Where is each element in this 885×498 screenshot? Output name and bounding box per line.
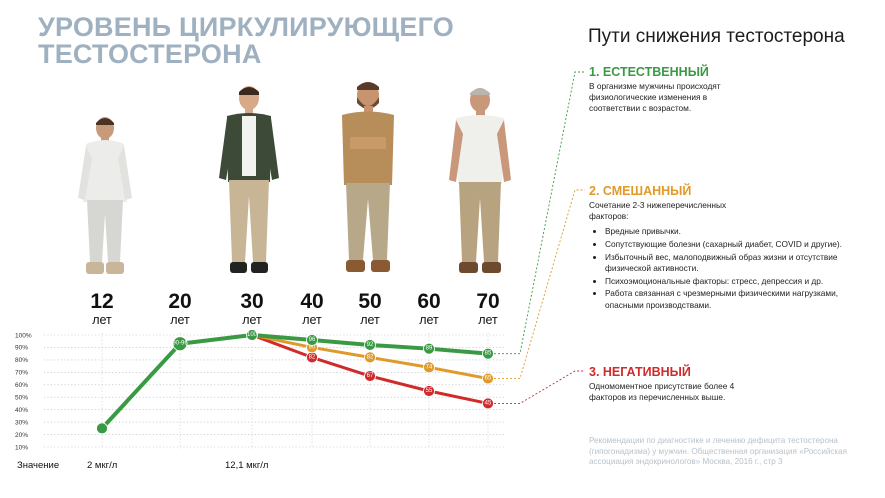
data-label: 90	[309, 344, 316, 350]
age-label-70: 70 лет	[458, 290, 518, 328]
y-tick-label: 20%	[15, 432, 28, 439]
value-age-30: 12,1 мкг/л	[225, 460, 269, 471]
age-number: 40	[300, 290, 324, 313]
age-unit: лет	[92, 313, 112, 327]
y-tick-label: 80%	[15, 357, 28, 364]
y-tick-label: 70%	[15, 370, 28, 377]
age-unit: лет	[478, 313, 498, 327]
data-point	[423, 342, 435, 355]
value-age-12: 2 мкг/л	[87, 460, 118, 471]
path-mixed-text: Сочетание 2-3 нижеперечисленных факторов…	[589, 200, 727, 222]
age-unit: лет	[170, 313, 190, 327]
y-tick-label: 40%	[15, 407, 28, 414]
age-label-40: 40 лет	[282, 290, 342, 328]
age-unit: лет	[242, 313, 262, 327]
y-tick-label: 30%	[15, 419, 28, 426]
source-note: Рекомендации по диагностике и лечению де…	[589, 436, 848, 467]
data-point	[482, 347, 494, 360]
data-point	[364, 370, 376, 382]
data-point	[364, 351, 376, 364]
age-label-20: 20 лет	[150, 290, 210, 328]
data-label: 65	[485, 376, 492, 382]
data-point	[306, 334, 318, 346]
data-label: 74	[426, 364, 433, 370]
data-label: 82	[367, 354, 374, 360]
data-point	[423, 385, 435, 397]
connector-line-3	[494, 370, 585, 404]
path-natural-text: В организме мужчины происходят физиологи…	[589, 81, 721, 114]
data-point	[482, 372, 494, 385]
factor-item: Работа связанная с чрезмерными физически…	[605, 288, 874, 310]
age-number: 60	[417, 290, 441, 313]
y-tick-label: 10%	[15, 444, 28, 451]
age-number: 50	[358, 290, 382, 313]
y-tick-label: 100%	[15, 332, 32, 339]
factor-item: Избыточный вес, малоподвижный образ жизн…	[605, 252, 874, 274]
age-number: 12	[90, 290, 114, 313]
data-point	[96, 422, 108, 435]
man-age-20-illustration	[219, 86, 279, 273]
age-label-60: 60 лет	[399, 290, 459, 328]
y-tick-label: 90%	[15, 345, 28, 352]
data-label: 89	[426, 346, 433, 352]
factor-item: Вредные привычки.	[605, 226, 874, 237]
age-number: 70	[476, 290, 500, 313]
paths-heading: Пути снижения тестостерона	[588, 26, 845, 47]
y-tick-label: 60%	[15, 382, 28, 389]
path-natural-label: 1. ЕСТЕСТВЕННЫЙ	[589, 65, 709, 79]
data-label: 85	[485, 351, 492, 357]
man-age-70-illustration	[449, 88, 511, 273]
age-label-30: 30 лет	[222, 290, 282, 328]
age-number: 30	[240, 290, 264, 313]
connector-line-1	[494, 71, 585, 355]
age-unit: лет	[360, 313, 380, 327]
data-point	[172, 336, 188, 352]
data-label: 90-96	[172, 341, 188, 347]
factor-item: Сопутствующие болезни (сахарный диабет, …	[605, 239, 874, 250]
data-point	[482, 397, 494, 410]
data-label: 92	[367, 342, 374, 348]
connector-line-2	[494, 189, 585, 380]
page-title: УРОВЕНЬ ЦИРКУЛИРУЮЩЕГО ТЕСТОСТЕРОНА	[38, 14, 454, 68]
path-negative-text: Одномоментное присутствие более 4 фактор…	[589, 381, 735, 403]
title-line-1: УРОВЕНЬ ЦИРКУЛИРУЮЩЕГО	[38, 12, 454, 42]
path-mixed-block: Сочетание 2-3 нижеперечисленных факторов…	[589, 200, 874, 312]
title-line-2: ТЕСТОСТЕРОНА	[38, 39, 262, 69]
path-negative-label: 3. НЕГАТИВНЫЙ	[589, 365, 691, 379]
age-unit: лет	[419, 313, 439, 327]
values-row-label: Значение	[17, 460, 60, 471]
age-label-50: 50 лет	[340, 290, 400, 328]
man-age-30-illustration	[342, 82, 394, 272]
age-number: 20	[168, 290, 192, 313]
path-mixed-label: 2. СМЕШАННЫЙ	[589, 184, 692, 198]
data-label: 67	[367, 373, 374, 379]
factor-item: Психоэмоциональные факторы: стресс, депр…	[605, 276, 874, 287]
factors-list: Вредные привычки. Сопутствующие болезни …	[589, 226, 874, 310]
age-unit: лет	[302, 313, 322, 327]
data-point	[364, 339, 376, 351]
data-label: 45	[485, 400, 492, 406]
data-point	[423, 361, 435, 374]
data-label: 82	[309, 354, 316, 360]
man-age-12-illustration	[78, 117, 132, 274]
data-label: 55	[426, 388, 433, 394]
age-label-12: 12 лет	[72, 290, 132, 328]
data-point	[246, 329, 258, 341]
data-label: 96	[309, 337, 316, 343]
data-label: 100	[247, 332, 258, 338]
y-tick-label: 50%	[15, 395, 28, 402]
